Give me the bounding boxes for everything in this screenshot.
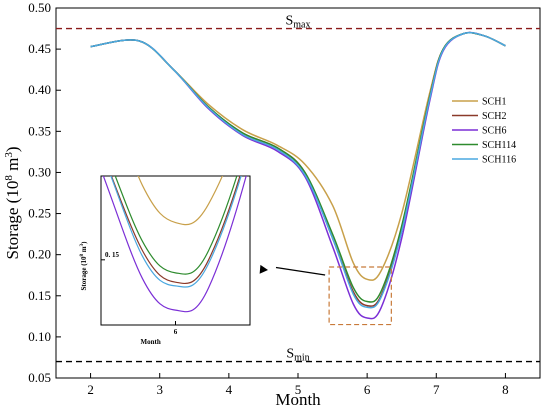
zoom-arrow-shaft bbox=[275, 266, 326, 276]
y-axis-title: Storage (108 m3) bbox=[3, 147, 22, 260]
y-tick-label: 0.20 bbox=[28, 247, 51, 262]
inset-frame bbox=[100, 175, 251, 326]
y-tick-label: 0.15 bbox=[28, 288, 51, 303]
y-tick-label: 0.25 bbox=[28, 206, 51, 221]
smax-label: Smax bbox=[285, 14, 310, 31]
smin-label: Smin bbox=[286, 347, 309, 364]
inset-y-tick-label: 0. 15 bbox=[105, 251, 120, 259]
y-tick-label: 0.50 bbox=[28, 0, 51, 15]
y-tick-label: 0.40 bbox=[28, 82, 51, 97]
x-axis-title: Month bbox=[275, 390, 321, 409]
legend-label: SCH1 bbox=[482, 97, 506, 108]
x-tick-label: 7 bbox=[433, 382, 440, 397]
y-tick-label: 0.05 bbox=[28, 370, 51, 385]
x-tick-label: 6 bbox=[364, 382, 371, 397]
inset-series-line-sch1 bbox=[137, 176, 224, 226]
y-tick-label: 0.10 bbox=[28, 329, 51, 344]
zoom-box bbox=[328, 266, 392, 326]
y-tick-label: 0.35 bbox=[28, 123, 51, 138]
inset-series-line-sch114 bbox=[114, 176, 238, 275]
legend-label: SCH116 bbox=[482, 155, 516, 166]
inset-plot: 6 Month 0. 15 Storage (108 m3) bbox=[80, 175, 326, 346]
inset-y-axis-title: Storage (108 m3) bbox=[80, 241, 88, 291]
inset-x-axis-title: Month bbox=[141, 338, 161, 346]
inset-curves bbox=[102, 176, 247, 313]
y-tick-label: 0.30 bbox=[28, 164, 51, 179]
x-tick-label: 4 bbox=[226, 382, 233, 397]
x-tick-label: 3 bbox=[156, 382, 163, 397]
x-tick-label: 8 bbox=[502, 382, 509, 397]
zoom-arrow-head bbox=[259, 264, 268, 274]
inset-x-tick-label: 6 bbox=[174, 328, 178, 336]
legend-label: SCH2 bbox=[482, 111, 506, 122]
x-tick-label: 2 bbox=[87, 382, 94, 397]
x-tick-label: 5 bbox=[295, 382, 302, 397]
legend-label: SCH6 bbox=[482, 126, 506, 137]
series-line-sch116 bbox=[90, 31, 506, 309]
inset-series-line-sch116 bbox=[110, 176, 242, 288]
legend-label: SCH114 bbox=[482, 140, 516, 151]
main-plot-area: 2 3 4 5 6 7 8 0.05 0.10 0.15 0.20 0.25 0.30 0.35 0.40 0… bbox=[3, 0, 541, 409]
inset-series-line-sch2 bbox=[110, 176, 241, 284]
inset-series-line-sch6 bbox=[102, 176, 247, 313]
y-tick-label: 0.45 bbox=[28, 41, 51, 56]
